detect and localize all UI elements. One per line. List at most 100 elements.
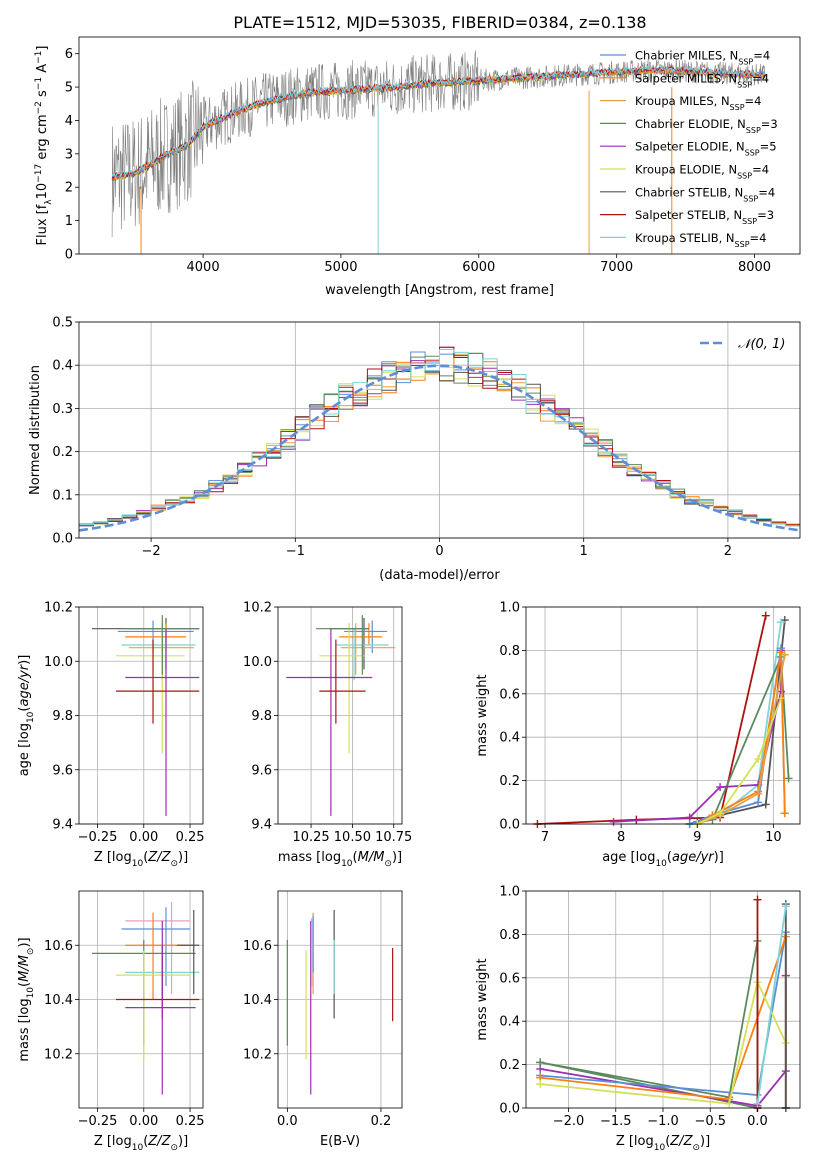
y-tick-label: 0.6 (499, 687, 520, 702)
label-part: ( (143, 1134, 148, 1149)
x-tick-label: 10.25 (292, 830, 329, 845)
legend-part: =4 (752, 71, 769, 85)
y-tick-label: 0.4 (52, 359, 73, 374)
legend-sub: SSP (735, 239, 750, 248)
mass-weight-line (540, 940, 759, 1110)
label-part: 10 (132, 1143, 144, 1153)
label-part: 10 (26, 711, 36, 723)
y-tick-label: 9.8 (52, 709, 73, 724)
label-part: Z/Z (147, 850, 171, 865)
y-axis-label: Normed distribution (28, 365, 43, 495)
legend-part: =4 (758, 185, 775, 199)
y-tick-label: 10.6 (243, 939, 272, 954)
label-part: 10 (26, 987, 36, 999)
axes-frame (525, 606, 801, 825)
x-tick-label: 6000 (462, 260, 495, 275)
y-tick-label: 10.2 (243, 601, 272, 616)
y-axis-label: Flux [fλ10−17 erg cm−2 s−1 A−1] (34, 46, 54, 246)
y-axis-label: mass weight (475, 674, 490, 756)
legend-text: Salpeter MILES, NSSP=4 (635, 71, 769, 89)
x-tick-label: −1.5 (600, 1114, 632, 1129)
label-part: mass [log (17, 998, 32, 1061)
plus-marker (784, 774, 793, 783)
label-part: ⊙ (692, 1143, 700, 1153)
plus-marker (753, 895, 762, 904)
x-tick-label: −1 (286, 544, 305, 559)
label-part: M/M (358, 850, 385, 865)
legend-sub: SSP (737, 171, 752, 180)
x-axis-label: Z [log10(Z/Z⊙)] (616, 1134, 710, 1153)
y-tick-label: 0.2 (52, 445, 73, 460)
y-tick-label: 0.2 (499, 774, 520, 789)
y-tick-label: 0.0 (499, 1102, 520, 1117)
label-part: Flux [f (35, 204, 50, 245)
y-axis-label: mass weight (475, 958, 490, 1040)
y-axis-label: age [log10(age/yr)] (17, 655, 36, 777)
x-axis-label: E(B-V) (320, 1134, 360, 1149)
y-tick-label: 10.2 (44, 601, 73, 616)
label-part: )] (178, 850, 188, 865)
axes-frame (78, 36, 801, 255)
x-axis-label: age [log10(age/yr)] (602, 850, 724, 869)
label-part: )] (17, 937, 32, 947)
plus-marker (716, 809, 725, 818)
x-tick-label: 7 (541, 830, 549, 845)
y-tick-label: 0.4 (499, 1015, 520, 1030)
plus-marker (716, 783, 725, 792)
observed-spectrum (111, 50, 766, 238)
mass-weight-line (756, 906, 787, 1104)
model-spectrum (111, 65, 766, 180)
label-part: 10 (35, 183, 50, 200)
data-layer (78, 50, 801, 1112)
x-tick-label: 0 (435, 544, 443, 559)
x-tick-label: 1 (580, 544, 588, 559)
legend-part: =3 (761, 117, 778, 131)
label-part: ⊙ (170, 859, 178, 869)
label-part: age/yr (17, 663, 32, 706)
label-part: ( (353, 850, 358, 865)
label-part: 10 (132, 859, 144, 869)
x-tick-label: 10.75 (375, 830, 412, 845)
y-tick-label: 9.4 (251, 818, 272, 833)
plus-marker (754, 798, 763, 807)
label-part: −1 (34, 51, 44, 64)
y-tick-label: 10.2 (243, 1047, 272, 1062)
label-part: )] (700, 1134, 710, 1149)
label-part: age [log (17, 723, 32, 776)
label-part: ( (17, 707, 32, 712)
legend-part: =4 (752, 163, 769, 177)
legend-part: Kroupa STELIB, N (635, 231, 735, 245)
x-tick-label: −2.0 (553, 1114, 585, 1129)
legend-text: Chabrier ELODIE, NSSP=3 (635, 117, 778, 134)
label-part: ( (17, 982, 32, 987)
label-part: −1 (34, 77, 44, 90)
y-tick-label: 10.0 (243, 655, 272, 670)
legend-part: Kroupa ELODIE, N (635, 163, 737, 177)
legend-text: Chabrier STELIB, NSSP=4 (635, 185, 775, 203)
label-part: age/yr (672, 850, 715, 865)
y-tick-label: 1.0 (499, 601, 520, 616)
x-tick-label: 7000 (600, 260, 633, 275)
x-tick-label: 4000 (187, 260, 220, 275)
model-spectrum (111, 65, 766, 180)
y-tick-label: 6 (65, 47, 73, 62)
legend-sub: SSP (738, 57, 753, 66)
label-part: Z [log (94, 850, 132, 865)
plus-marker (761, 611, 770, 620)
legend-part: Salpeter ELODIE, N (635, 140, 745, 154)
plus-marker (754, 754, 763, 763)
y-tick-label: 0 (65, 248, 73, 263)
legend-text: Kroupa STELIB, NSSP=4 (635, 231, 766, 249)
y-tick-label: 0.8 (499, 928, 520, 943)
label-part: Z [log (616, 1134, 654, 1149)
plus-marker (725, 1099, 734, 1108)
x-axis-label: wavelength [Angstrom, rest frame] (325, 283, 554, 298)
label-part: mass [log (278, 850, 341, 865)
legend-text: Kroupa ELODIE, NSSP=4 (635, 163, 769, 181)
label-part: )] (714, 850, 724, 865)
legend-sub: SSP (745, 148, 760, 157)
label-part: ( (665, 1134, 670, 1149)
label-part: )] (178, 1134, 188, 1149)
legend-text: 𝒩(0, 1) (738, 337, 785, 352)
y-tick-label: 10.2 (44, 1047, 73, 1062)
